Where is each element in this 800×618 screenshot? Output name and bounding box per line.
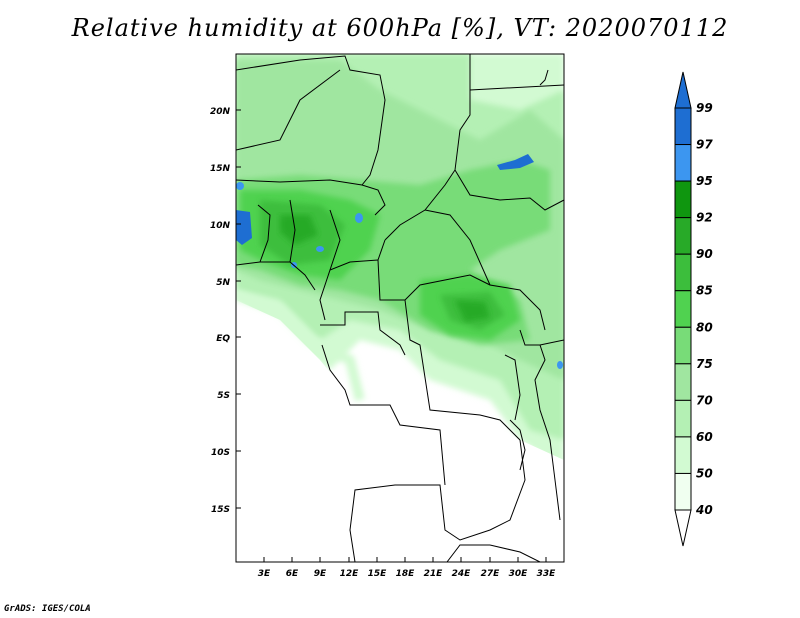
lat-label: 5S bbox=[217, 391, 230, 401]
lon-label: 3E bbox=[258, 569, 271, 579]
lat-label: EQ bbox=[216, 334, 230, 344]
lon-label: 9E bbox=[314, 569, 327, 579]
plot-title: Relative humidity at 600hPa [%], VT: 202… bbox=[71, 14, 729, 42]
lat-label: 10S bbox=[211, 448, 230, 458]
lon-label: 27E bbox=[481, 569, 501, 579]
latitude-axis: 20N 15N 10N 5N EQ 5S 10S 15S bbox=[210, 107, 241, 515]
colorbar-level-label: 95 bbox=[696, 174, 713, 188]
lat-label: 15N bbox=[210, 164, 231, 174]
country-borders bbox=[236, 54, 564, 562]
colorbar-band bbox=[674, 436, 692, 474]
colorbar: 99 97 95 92 90 85 80 75 70 60 50 40 bbox=[674, 71, 713, 547]
longitude-axis: 3E 6E 9E 12E 15E 18E 21E 24E 27E 30E 33E bbox=[258, 557, 556, 579]
humidity-field bbox=[236, 54, 564, 562]
colorbar-band bbox=[674, 363, 692, 401]
lon-label: 15E bbox=[368, 569, 388, 579]
colorbar-level-label: 97 bbox=[696, 138, 713, 152]
lat-label: 5N bbox=[216, 278, 230, 288]
lat-label: 10N bbox=[210, 221, 231, 231]
colorbar-band bbox=[674, 217, 692, 255]
lon-label: 21E bbox=[424, 569, 444, 579]
colorbar-level-label: 70 bbox=[696, 393, 713, 407]
colorbar-level-label: 90 bbox=[696, 247, 713, 261]
colorbar-band bbox=[674, 253, 692, 292]
lat-label: 20N bbox=[210, 107, 231, 117]
lon-label: 18E bbox=[396, 569, 416, 579]
lon-label: 12E bbox=[340, 569, 360, 579]
colorbar-level-label: 92 bbox=[696, 211, 713, 225]
lon-label: 6E bbox=[286, 569, 299, 579]
lon-label: 33E bbox=[537, 569, 557, 579]
colorbar-level-label: 60 bbox=[696, 430, 713, 444]
colorbar-level-label: 99 bbox=[696, 101, 713, 115]
colorbar-band bbox=[674, 326, 692, 365]
colorbar-band bbox=[674, 472, 692, 511]
map-frame bbox=[235, 53, 565, 563]
lon-label: 24E bbox=[452, 569, 472, 579]
colorbar-band bbox=[674, 107, 692, 146]
colorbar-band bbox=[674, 180, 692, 219]
colorbar-level-label: 40 bbox=[695, 503, 713, 517]
colorbar-band bbox=[674, 399, 692, 438]
lat-label: 15S bbox=[211, 505, 230, 515]
colorbar-level-label: 75 bbox=[696, 357, 713, 371]
colorbar-top-arrow bbox=[674, 71, 692, 109]
grads-credit: GrADS: IGES/COLA bbox=[4, 604, 91, 614]
colorbar-level-label: 85 bbox=[696, 284, 713, 298]
colorbar-band bbox=[674, 290, 692, 328]
colorbar-level-label: 80 bbox=[696, 320, 713, 334]
colorbar-bottom-arrow bbox=[674, 509, 692, 547]
colorbar-level-label: 50 bbox=[696, 466, 713, 480]
lon-label: 30E bbox=[509, 569, 529, 579]
colorbar-band bbox=[674, 144, 692, 182]
